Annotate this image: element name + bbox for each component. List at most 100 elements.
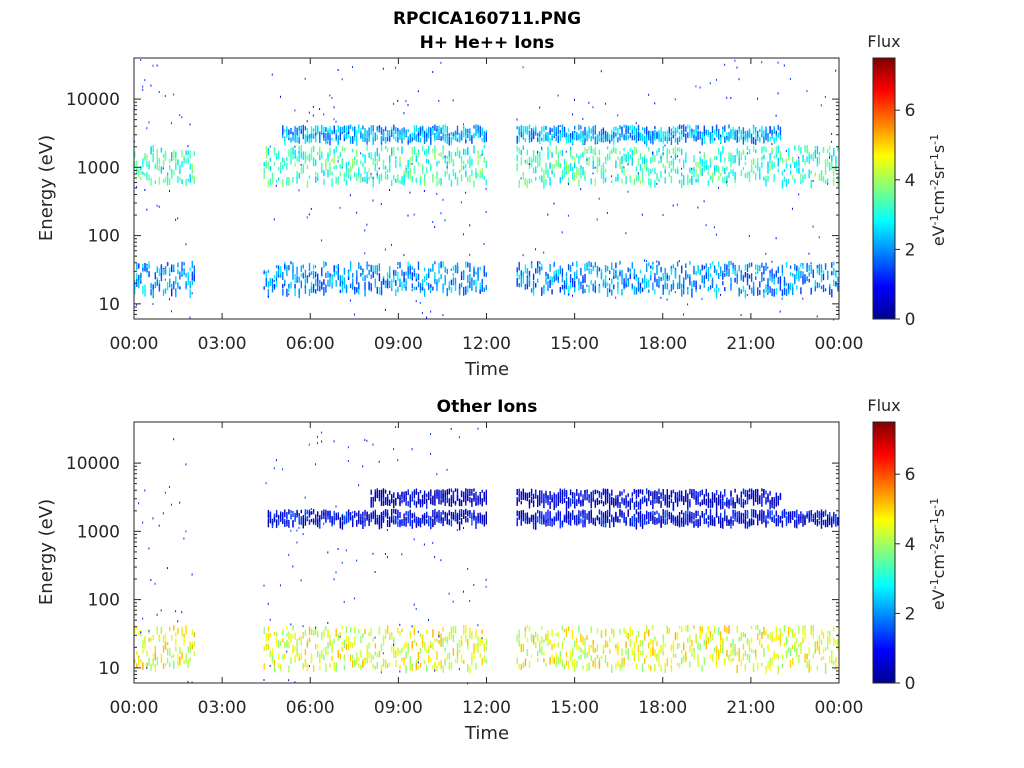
spectrogram-cell	[329, 147, 331, 157]
spectrogram-cell	[709, 631, 712, 637]
spectrogram-cell	[481, 636, 483, 645]
spectrogram-cell	[440, 178, 442, 185]
spectrogram-cell	[559, 135, 561, 141]
spectrogram-cell	[284, 129, 286, 133]
spectrogram-cell	[288, 293, 290, 296]
spectrogram-cell	[532, 500, 535, 508]
spectrogram-cell	[703, 163, 705, 172]
spectrogram-cell	[415, 273, 418, 279]
spectrogram-cell	[565, 491, 568, 499]
spectrogram-cell	[152, 64, 154, 67]
spectrogram-cell	[473, 584, 475, 586]
spectrogram-cell	[635, 287, 638, 295]
spectrogram-cell	[450, 495, 453, 501]
spectrogram-cell	[656, 640, 658, 647]
spectrogram-cell	[703, 517, 705, 524]
spectrogram-cell	[557, 125, 559, 130]
spectrogram-cell	[561, 127, 564, 136]
spectrogram-cell	[329, 634, 331, 643]
spectrogram-cell	[757, 515, 759, 524]
spectrogram-cell	[282, 288, 284, 296]
spectrogram-cell	[280, 266, 282, 274]
spectrogram-cell	[142, 88, 144, 91]
x-axis-label: Time	[464, 359, 509, 380]
spectrogram-cell	[349, 641, 352, 648]
spectrogram-cell	[460, 271, 463, 275]
spectrogram-cell	[796, 161, 798, 168]
spectrogram-cell	[639, 510, 642, 520]
spectrogram-cell	[730, 128, 732, 138]
spectrogram-cell	[312, 512, 314, 515]
spectrogram-cell	[824, 179, 827, 184]
spectrogram-cell	[520, 157, 522, 166]
spectrogram-cell	[833, 167, 835, 177]
spectrogram-cell	[775, 288, 777, 295]
spectrogram-cell	[676, 491, 679, 499]
spectrogram-cell	[528, 280, 531, 287]
spectrogram-cell	[715, 284, 718, 289]
spectrogram-cell	[578, 510, 580, 518]
spectrogram-cell	[292, 137, 294, 142]
spectrogram-cell	[631, 283, 633, 289]
spectrogram-cell	[444, 636, 446, 642]
spectrogram-cell	[746, 152, 748, 155]
spectrogram-cell	[411, 147, 413, 155]
spectrogram-cell	[530, 496, 533, 503]
spectrogram-cell	[399, 520, 401, 528]
spectrogram-cell	[728, 156, 730, 162]
spectrogram-cell	[399, 494, 401, 501]
spectrogram-cell	[646, 131, 648, 139]
spectrogram-cell	[771, 143, 773, 146]
spectrogram-cell	[549, 177, 551, 186]
spectrogram-cell	[555, 494, 557, 498]
spectrogram-cell	[633, 286, 636, 295]
spectrogram-cell	[829, 145, 831, 150]
spectrogram-cell	[543, 128, 545, 132]
spectrogram-cell	[380, 145, 383, 152]
spectrogram-cell	[171, 173, 173, 179]
spectrogram-cell	[477, 624, 479, 627]
spectrogram-cell	[160, 166, 163, 174]
spectrogram-cell	[428, 645, 430, 650]
spectrogram-cell	[292, 634, 294, 639]
spectrogram-cell	[549, 263, 551, 272]
spectrogram-cell	[565, 137, 568, 144]
spectrogram-cell	[561, 626, 564, 631]
spectrogram-cell	[438, 661, 440, 666]
spectrogram-cell	[181, 179, 183, 184]
spectrogram-cell	[539, 517, 541, 524]
spectrogram-cell	[664, 273, 666, 282]
spectrogram-cell	[676, 643, 679, 650]
spectrogram-cell	[386, 169, 389, 173]
spectrogram-cell	[604, 130, 607, 140]
spectrogram-cell	[713, 625, 716, 631]
spectrogram-cell	[152, 284, 154, 289]
spectrogram-cell	[530, 516, 533, 522]
spectrogram-cell	[709, 273, 712, 277]
spectrogram-cell	[282, 157, 284, 163]
spectrogram-cell	[312, 157, 315, 167]
spectrogram-cell	[189, 289, 191, 298]
spectrogram-cell	[535, 521, 537, 530]
spectrogram-cell	[713, 520, 716, 527]
spectrogram-cell	[752, 494, 755, 500]
spectrogram-cell	[415, 608, 417, 610]
spectrogram-cell	[666, 517, 668, 525]
spectrogram-cell	[748, 128, 751, 137]
spectrogram-cell	[553, 128, 555, 137]
spectrogram-cell	[411, 664, 413, 668]
spectrogram-cell	[557, 656, 559, 664]
spectrogram-cell	[358, 514, 360, 522]
spectrogram-cell	[648, 664, 650, 669]
spectrogram-cell	[378, 167, 380, 170]
spectrogram-cell	[292, 146, 294, 155]
spectrogram-cell	[356, 661, 358, 665]
spectrogram-cell	[477, 512, 479, 521]
spectrogram-cell	[319, 515, 321, 522]
spectrogram-cell	[518, 498, 520, 502]
spectrogram-cell	[582, 499, 584, 506]
spectrogram-cell	[146, 160, 148, 168]
spectrogram-cell	[409, 157, 411, 167]
spectrogram-cell	[401, 134, 403, 139]
spectrogram-cell	[693, 648, 695, 654]
